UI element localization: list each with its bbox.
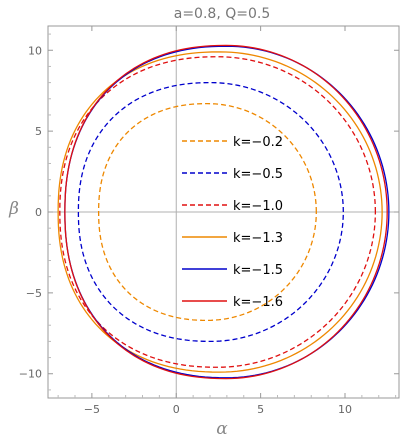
- ticks: −5 0 5 10 −10 −5 0 5 10: [19, 26, 399, 416]
- legend-label: k=−1.3: [233, 231, 283, 246]
- x-axis-title: α: [216, 419, 228, 439]
- curve-4: [57, 51, 383, 373]
- legend: k=−0.2 k=−0.5 k=−1.0 k=−1.3 k=−1.5 k=−1.6: [182, 135, 283, 310]
- legend-label: k=−1.0: [233, 199, 283, 214]
- legend-label: k=−1.5: [233, 263, 283, 278]
- y-tick-label: −5: [26, 287, 42, 300]
- y-axis-title: β: [8, 199, 19, 219]
- legend-label: k=−0.5: [233, 167, 283, 182]
- legend-label: k=−0.2: [233, 135, 283, 150]
- curve-6: [64, 44, 388, 380]
- y-tick-label: 0: [35, 206, 42, 219]
- x-tick-label: 5: [257, 403, 264, 416]
- axes-lines: [48, 26, 399, 398]
- curve-2: [77, 81, 344, 343]
- legend-label: k=−1.6: [233, 295, 283, 310]
- curve-1: [97, 102, 317, 322]
- chart-title: a=0.8, Q=0.5: [174, 6, 271, 22]
- y-tick-label: 5: [35, 125, 42, 138]
- y-tick-label: 10: [28, 44, 42, 57]
- x-tick-label: 10: [338, 403, 352, 416]
- curves: [57, 44, 390, 380]
- y-tick-label: −10: [19, 368, 42, 381]
- x-tick-label: 0: [173, 403, 180, 416]
- x-tick-label: −5: [84, 403, 100, 416]
- curve-3: [59, 56, 377, 368]
